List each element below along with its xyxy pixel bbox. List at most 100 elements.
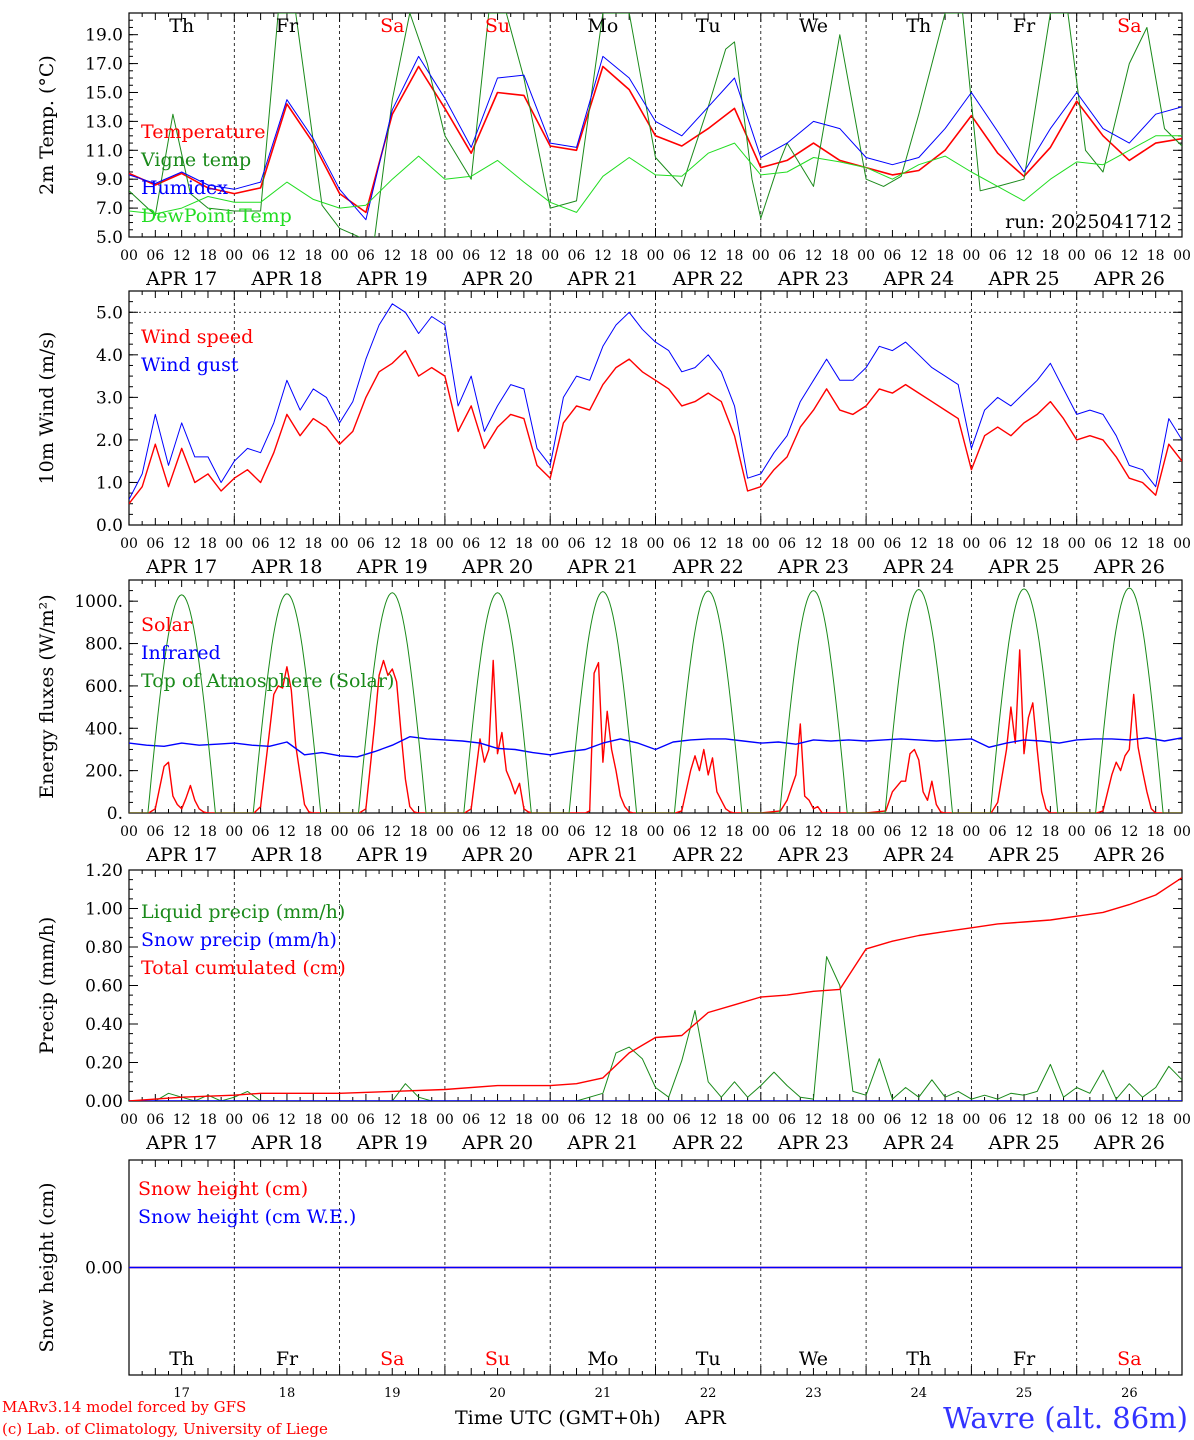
hour-tick-label: 12 [910, 536, 928, 552]
y-tick-label: 9.0 [96, 170, 123, 190]
wind-gust-line [129, 303, 1182, 500]
hour-tick-label: 12 [1015, 1112, 1033, 1128]
hour-tick-label: 06 [357, 248, 375, 264]
hour-tick-label: 00 [1068, 536, 1086, 552]
hour-tick-label: 00 [436, 536, 454, 552]
date-label: APR 26 [1093, 844, 1165, 866]
weekday-label: Tu [696, 15, 721, 37]
hour-tick-label: 18 [620, 248, 638, 264]
date-label: APR 20 [461, 268, 533, 290]
humidex-line [129, 55, 1182, 221]
hour-tick-label: 00 [120, 536, 138, 552]
hour-tick-label: 06 [989, 1112, 1007, 1128]
hour-tick-label: 12 [805, 824, 823, 840]
hour-tick-label: 00 [647, 248, 665, 264]
hour-tick-label: 12 [1120, 1112, 1138, 1128]
x-axis-label: Time UTC (GMT+0h) [455, 1407, 661, 1429]
top-of-atmosphere-solar-line [234, 593, 340, 813]
hour-tick-label: 00 [1068, 248, 1086, 264]
hour-tick-label: 18 [304, 824, 322, 840]
hour-tick-label: 06 [462, 248, 480, 264]
date-label: APR 26 [1093, 556, 1165, 578]
hour-tick-label: 06 [146, 536, 164, 552]
date-label: APR 20 [461, 844, 533, 866]
y-tick-label: 400. [85, 719, 123, 739]
hour-tick-label: 06 [673, 824, 691, 840]
date-label: APR 22 [672, 1132, 744, 1154]
top-of-atmosphere-solar-line [550, 591, 656, 813]
panel-1: 5.0 7.0 9.0 11.0 13.0 15.0 17.0 19.0 2m Temp. (°… [36, 12, 1191, 290]
panel-5: 0.00 Snow height (cm) Snow height (cm) Snow… [36, 1159, 1183, 1401]
hour-tick-label: 18 [936, 536, 954, 552]
hour-tick-label: 18 [1147, 536, 1165, 552]
hour-tick-label: 12 [489, 248, 507, 264]
hour-tick-label: 00 [541, 824, 559, 840]
hour-tick-label: 06 [1094, 824, 1112, 840]
date-label: APR 19 [356, 844, 428, 866]
hour-tick-label: 06 [884, 248, 902, 264]
hour-tick-label: 06 [462, 824, 480, 840]
hour-tick-label: 06 [673, 248, 691, 264]
hour-tick-label: 18 [410, 824, 428, 840]
hour-tick-label: 18 [831, 824, 849, 840]
infrared-line [129, 736, 1182, 758]
day-of-month-label: 24 [910, 1386, 927, 1401]
weekday-label: Th [169, 15, 194, 37]
hour-tick-label: 06 [989, 536, 1007, 552]
date-label: APR 25 [988, 556, 1060, 578]
date-label: APR 23 [777, 1132, 849, 1154]
hour-tick-label: 12 [489, 824, 507, 840]
legend-entry: Snow precip (mm/h) [141, 929, 337, 951]
hour-tick-label: 06 [989, 824, 1007, 840]
y-tick-label: 7.0 [96, 199, 123, 219]
hour-tick-label: 06 [778, 248, 796, 264]
hour-tick-label: 12 [594, 1112, 612, 1128]
hour-tick-label: 12 [173, 1112, 191, 1128]
hour-tick-label: 12 [173, 536, 191, 552]
hour-tick-label: 00 [120, 824, 138, 840]
hour-tick-label: 12 [910, 1112, 928, 1128]
hour-tick-label: 18 [936, 824, 954, 840]
hour-tick-label: 12 [805, 1112, 823, 1128]
hour-tick-label: 06 [1094, 248, 1112, 264]
day-of-month-label: 23 [805, 1386, 822, 1401]
date-label: APR 24 [882, 844, 954, 866]
run-label: run: 2025041712 [1005, 211, 1172, 233]
hour-tick-label: 00 [752, 824, 770, 840]
hour-tick-label: 18 [620, 824, 638, 840]
y-tick-label: 0. [107, 804, 123, 824]
date-label: APR 18 [250, 556, 322, 578]
hour-tick-label: 18 [410, 536, 428, 552]
date-label: APR 19 [356, 268, 428, 290]
legend-entry: Wind speed [141, 326, 253, 348]
hour-tick-label: 06 [146, 248, 164, 264]
legend-entry: Temperature [141, 121, 265, 143]
hour-tick-label: 12 [173, 248, 191, 264]
weekday-label: Fr [1013, 15, 1036, 37]
y-tick-label: 1.0 [96, 473, 123, 493]
hour-tick-label: 18 [1147, 1112, 1165, 1128]
hour-tick-label: 00 [331, 824, 349, 840]
hour-tick-label: 00 [436, 248, 454, 264]
date-label: APR 19 [356, 556, 428, 578]
legend-entry: Snow height (cm) [138, 1178, 308, 1200]
hour-tick-label: 06 [568, 248, 586, 264]
weekday-label: Fr [276, 15, 299, 37]
panel-4: 0.00 0.20 0.40 0.60 0.80 1.00 1.20 Precip (mm/h… [36, 861, 1191, 1154]
hour-tick-label: 06 [252, 536, 270, 552]
hour-tick-label: 12 [699, 1112, 717, 1128]
date-label: APR 23 [777, 556, 849, 578]
hour-tick-label: 00 [225, 248, 243, 264]
weekday-label: We [799, 1348, 828, 1370]
hour-tick-label: 12 [1120, 248, 1138, 264]
liquid-precip-mm-h-line [129, 956, 1182, 1101]
top-of-atmosphere-solar-line [760, 590, 867, 813]
hour-tick-label: 12 [383, 1112, 401, 1128]
day-of-month-label: 21 [595, 1386, 612, 1401]
date-label: APR 25 [988, 1132, 1060, 1154]
hour-tick-label: 00 [1068, 1112, 1086, 1128]
date-label: APR 26 [1093, 1132, 1165, 1154]
x-axis-month: APR [684, 1407, 727, 1429]
dewpoint-temp-line [129, 135, 1182, 215]
weekday-label: Sa [380, 1348, 404, 1370]
